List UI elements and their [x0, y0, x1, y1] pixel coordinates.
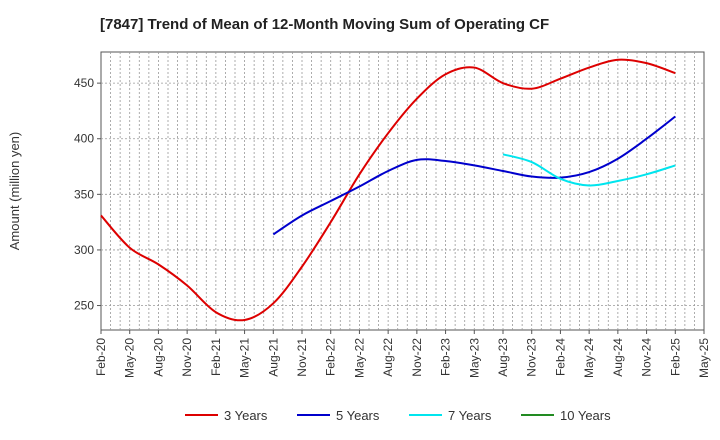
y-tick-label: 350 — [74, 187, 94, 201]
series-line-3-years — [100, 58, 676, 322]
legend-label-10-years: 10 Years — [560, 408, 611, 423]
x-tick-label: May-24 — [582, 338, 596, 378]
y-axis-title: Amount (million yen) — [7, 132, 22, 251]
legend-label-7-years: 7 Years — [448, 408, 492, 423]
series-line-5-years — [272, 115, 676, 236]
y-tick-label: 400 — [74, 132, 94, 146]
x-tick-label: Feb-21 — [209, 338, 223, 376]
x-tick-label: Feb-23 — [439, 338, 453, 376]
x-tick-label: Nov-24 — [640, 338, 654, 377]
legend-label-3-years: 3 Years — [224, 408, 268, 423]
x-tick-label: May-25 — [697, 338, 711, 378]
x-tick-label: Nov-23 — [525, 338, 539, 377]
legend: 3 Years 5 Years 7 Years 10 Years — [185, 408, 611, 423]
x-axis-ticks: Feb-20 May-20 Aug-20 Nov-20 Feb-21 May-21 Aug-… — [94, 330, 711, 378]
x-tick-label: Aug-20 — [151, 338, 165, 377]
x-tick-label: Aug-22 — [381, 338, 395, 377]
x-tick-label: May-22 — [352, 338, 366, 378]
x-tick-label: Nov-22 — [410, 338, 424, 377]
y-axis-ticks: 250 300 350 400 450 — [74, 76, 101, 313]
x-tick-label: Nov-21 — [295, 338, 309, 377]
x-tick-label: May-21 — [238, 338, 252, 378]
x-tick-label: Feb-25 — [668, 338, 682, 376]
x-tick-label: May-23 — [467, 338, 481, 378]
series-lines — [100, 58, 676, 322]
grid-lines — [101, 52, 704, 330]
x-tick-label: Feb-22 — [324, 338, 338, 376]
series-line-7-years — [502, 153, 676, 187]
x-tick-label: Nov-20 — [180, 338, 194, 377]
y-tick-label: 300 — [74, 243, 94, 257]
plot-area — [100, 51, 705, 331]
x-tick-label: Aug-21 — [266, 338, 280, 377]
x-tick-label: May-20 — [123, 338, 137, 378]
x-tick-label: Feb-24 — [553, 338, 567, 376]
y-tick-label: 250 — [74, 299, 94, 313]
x-tick-label: Aug-24 — [611, 338, 625, 377]
chart-title: [7847] Trend of Mean of 12-Month Moving … — [100, 16, 549, 33]
y-tick-label: 450 — [74, 76, 94, 90]
x-tick-label: Aug-23 — [496, 338, 510, 377]
x-tick-label: Feb-20 — [94, 338, 108, 376]
legend-label-5-years: 5 Years — [336, 408, 380, 423]
